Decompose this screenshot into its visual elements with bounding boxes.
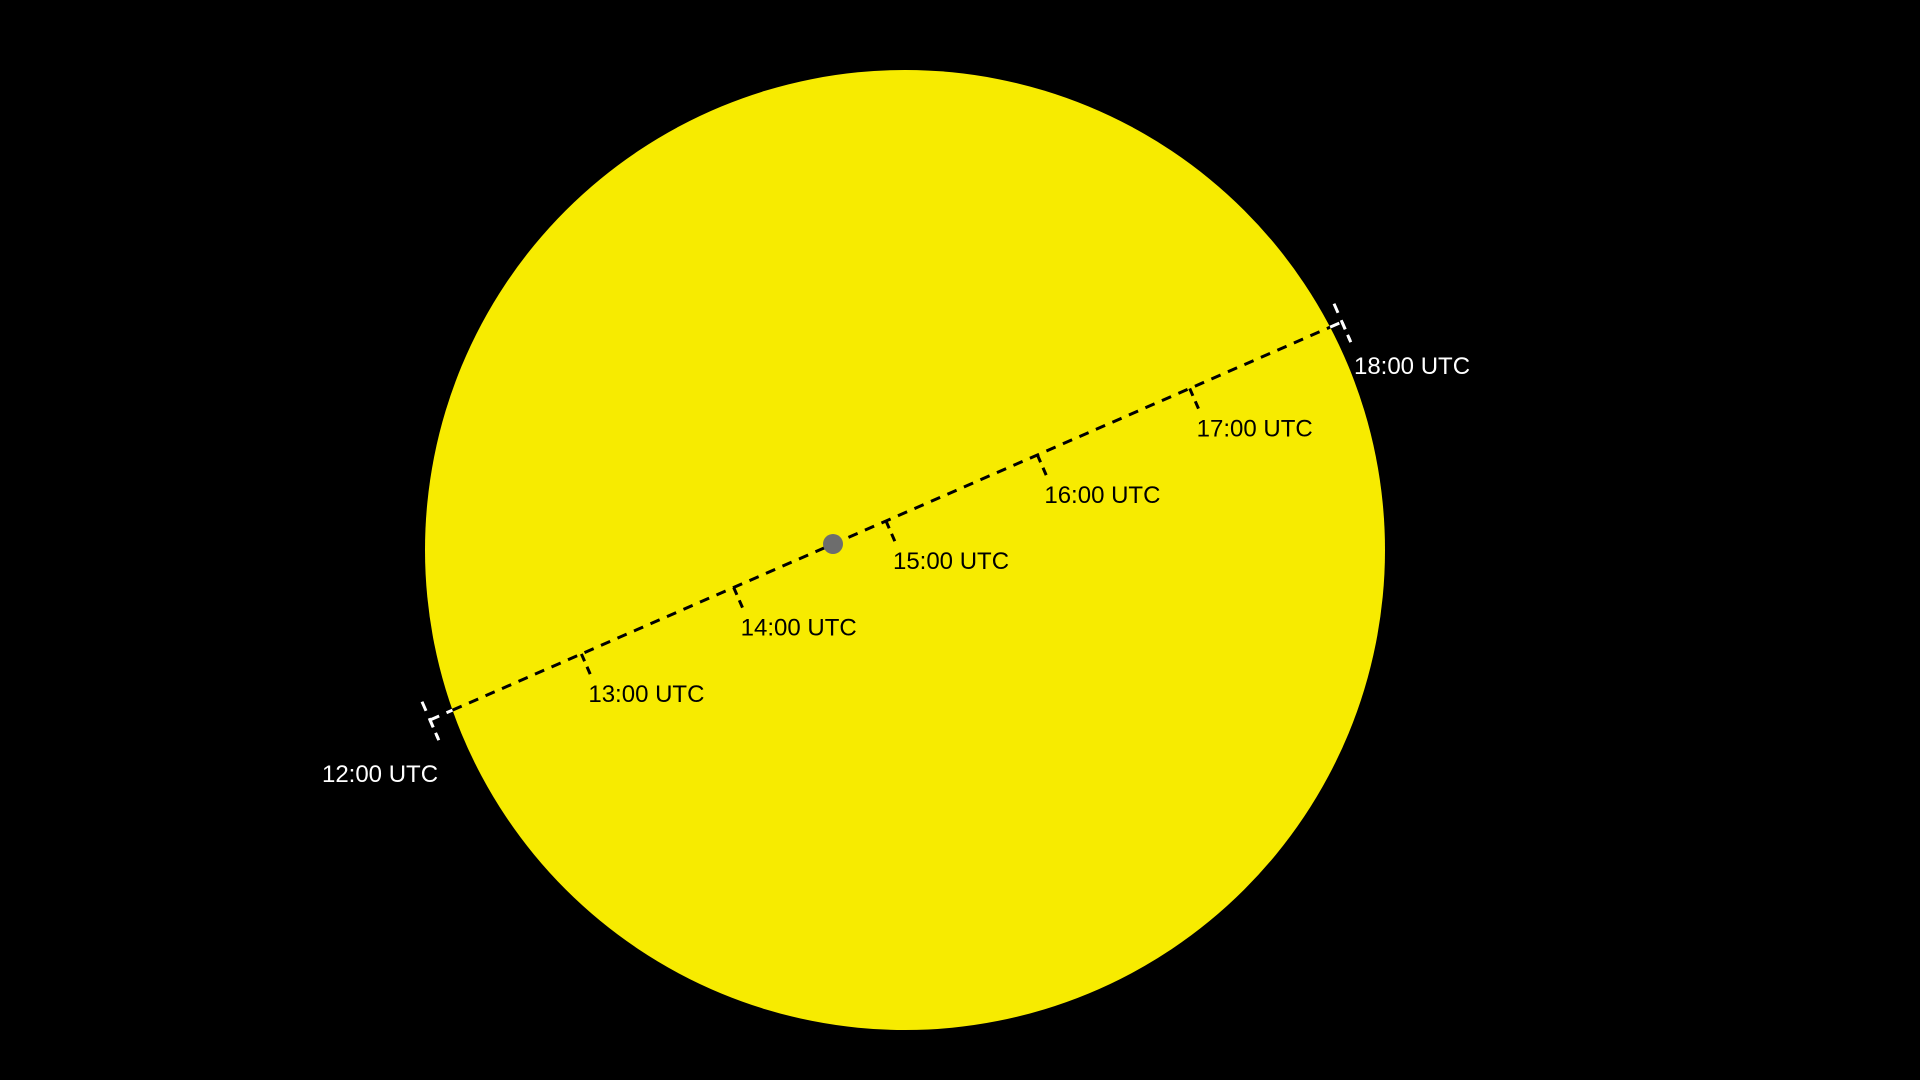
hour-label: 18:00 UTC: [1354, 353, 1470, 380]
hour-label: 12:00 UTC: [322, 761, 438, 788]
hour-label: 17:00 UTC: [1197, 415, 1313, 442]
mercury-dot: [823, 534, 843, 554]
hour-label: 14:00 UTC: [741, 614, 857, 641]
hour-label: 15:00 UTC: [893, 548, 1009, 575]
transit-diagram: 12:00 UTC 13:00 UTC 14:00 UTC 15:00 UTC 16:0…: [0, 0, 1920, 1080]
hour-label: 13:00 UTC: [588, 681, 704, 708]
hour-label: 16:00 UTC: [1044, 482, 1160, 509]
